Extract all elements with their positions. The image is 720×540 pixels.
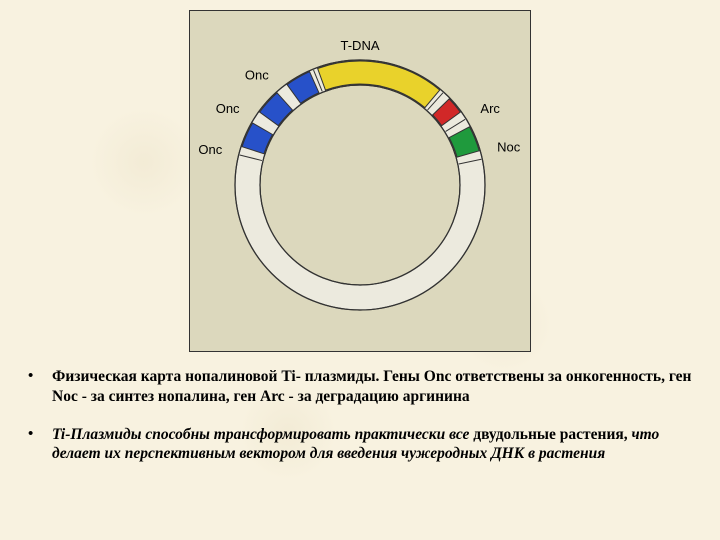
bullet-text: Ti-Плазмиды способны трансформировать пр… (52, 425, 696, 465)
segment-label: Noc (497, 140, 521, 155)
segment-label: Onc (216, 101, 240, 116)
diagram-container: Arc Noc Onc Onc Onc T-DNA (0, 0, 720, 357)
tdna-label: T-DNA (341, 38, 380, 53)
bullet-dot-icon: • (24, 367, 52, 407)
segment-label: Onc (245, 68, 269, 83)
segment-label: Onc (198, 142, 222, 157)
list-item: • Ti-Плазмиды способны трансформировать … (24, 425, 696, 465)
segment-label: Arc (480, 101, 500, 116)
bullet-list: • Физическая карта нопалиновой Ti- плазм… (0, 357, 720, 464)
list-item: • Физическая карта нопалиновой Ti- плазм… (24, 367, 696, 407)
bullet-text: Физическая карта нопалиновой Ti- плазмид… (52, 367, 696, 407)
plasmid-diagram-frame: Arc Noc Onc Onc Onc T-DNA (189, 10, 531, 352)
bullet-dot-icon: • (24, 425, 52, 465)
plasmid-diagram: Arc Noc Onc Onc Onc T-DNA (190, 11, 530, 351)
